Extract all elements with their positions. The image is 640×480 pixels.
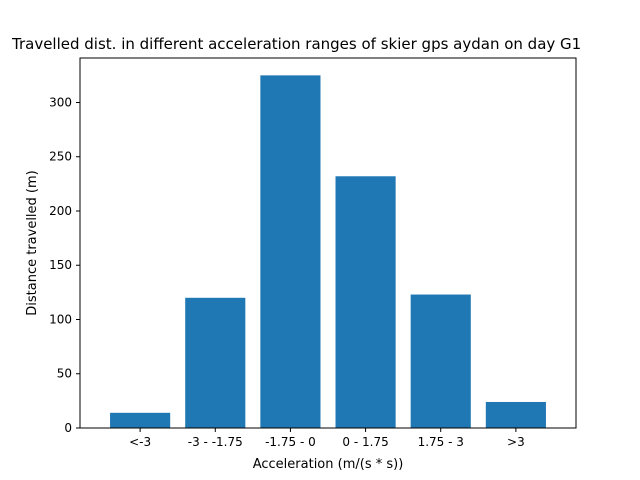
y-tick-label: 150	[49, 258, 72, 272]
bar	[185, 297, 246, 428]
axes-layer: 0 50 100 150 200 250 300 <-3 -3 - -1.75 -1.75 - 0…	[49, 57, 577, 449]
chart-title: Travelled dist. in different acceleratio…	[11, 35, 581, 53]
y-tick-label: 300	[49, 95, 72, 109]
x-axis-label: Acceleration (m/(s * s))	[253, 457, 404, 472]
x-tick-label: -1.75 - 0	[265, 435, 316, 449]
y-tick-label: 200	[49, 204, 72, 218]
x-tick-label: 0 - 1.75	[342, 435, 388, 449]
x-tick-label: >3	[507, 435, 525, 449]
bars-layer	[110, 75, 546, 428]
x-tick-label: 1.75 - 3	[418, 435, 464, 449]
y-axis-label: Distance travelled (m)	[25, 170, 40, 316]
bar	[335, 176, 396, 428]
bar	[485, 401, 546, 428]
y-tick-label: 50	[57, 367, 72, 381]
x-tick-label: <-3	[129, 435, 151, 449]
y-tick-label: 250	[49, 150, 72, 164]
y-tick-label: 100	[49, 312, 72, 326]
plot-frame	[79, 57, 577, 429]
bar	[410, 294, 471, 428]
y-tick-label: 0	[64, 421, 72, 435]
bar	[110, 412, 171, 428]
bar	[260, 75, 321, 428]
x-tick-label: -3 - -1.75	[188, 435, 243, 449]
